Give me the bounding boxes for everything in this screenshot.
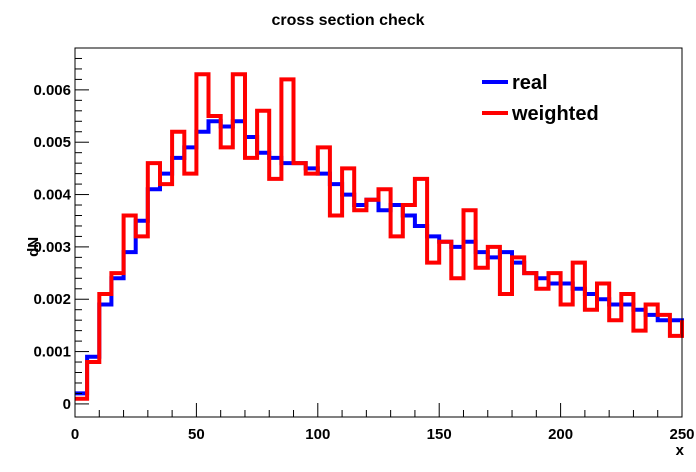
y-tick-label: 0.001 [33,344,71,361]
series-line-weighted [75,72,684,401]
x-axis: 0 50 100 150 200 250 [71,403,695,443]
x-tick-label: 200 [548,426,573,443]
x-tick-label: 250 [669,426,694,443]
y-tick-label: 0.005 [33,134,71,151]
y-axis-label: dN [25,237,42,257]
y-tick-label: 0.003 [33,239,71,256]
plot-area [75,72,684,401]
legend-label-weighted: weighted [511,103,599,125]
x-tick-label: 50 [188,426,205,443]
x-axis-label: x [676,442,685,459]
y-tick-label: 0 [63,396,71,413]
plot-frame [74,47,683,418]
y-tick-label: 0.002 [33,291,71,308]
legend: real weighted [482,72,599,125]
y-tick-label: 0.006 [33,82,71,99]
x-tick-label: 150 [427,426,452,443]
x-tick-label: 100 [305,426,330,443]
chart-title: cross section check [272,12,425,29]
y-tick-label: 0.004 [33,187,71,204]
y-axis: 0 0.001 0.002 0.003 0.004 0.005 0.006 [33,47,89,413]
x-tick-label: 0 [71,426,79,443]
legend-label-real: real [512,72,548,94]
